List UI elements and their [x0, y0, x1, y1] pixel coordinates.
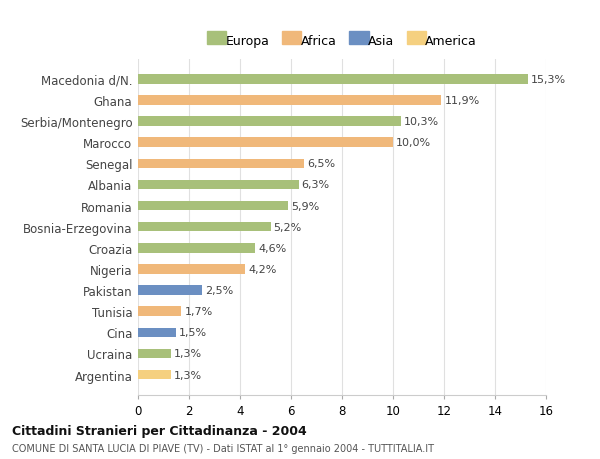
Bar: [138, 328, 176, 337]
Bar: [138, 96, 442, 106]
Bar: [138, 117, 401, 127]
Bar: [138, 180, 299, 190]
Bar: [138, 202, 289, 211]
Bar: [138, 223, 271, 232]
Text: Cittadini Stranieri per Cittadinanza - 2004: Cittadini Stranieri per Cittadinanza - 2…: [12, 424, 307, 437]
Text: 10,3%: 10,3%: [404, 117, 439, 127]
Text: COMUNE DI SANTA LUCIA DI PIAVE (TV) - Dati ISTAT al 1° gennaio 2004 - TUTTITALIA: COMUNE DI SANTA LUCIA DI PIAVE (TV) - Da…: [12, 443, 434, 453]
Bar: [138, 159, 304, 169]
Bar: [138, 75, 528, 84]
Text: 5,2%: 5,2%: [274, 222, 302, 232]
Text: 2,5%: 2,5%: [205, 285, 233, 296]
Text: 6,3%: 6,3%: [302, 180, 330, 190]
Text: 6,5%: 6,5%: [307, 159, 335, 169]
Text: 1,7%: 1,7%: [184, 307, 212, 317]
Text: 4,6%: 4,6%: [259, 243, 287, 253]
Bar: [138, 370, 171, 380]
Bar: [138, 244, 256, 253]
Bar: [138, 138, 393, 148]
Bar: [138, 285, 202, 295]
Text: 11,9%: 11,9%: [445, 96, 480, 106]
Text: 15,3%: 15,3%: [531, 75, 566, 84]
Text: 1,3%: 1,3%: [174, 349, 202, 358]
Text: 10,0%: 10,0%: [396, 138, 431, 148]
Bar: [138, 265, 245, 274]
Text: 1,5%: 1,5%: [179, 328, 208, 338]
Bar: [138, 307, 181, 316]
Text: 1,3%: 1,3%: [174, 370, 202, 380]
Bar: [138, 349, 171, 358]
Legend: Europa, Africa, Asia, America: Europa, Africa, Asia, America: [205, 33, 479, 50]
Text: 5,9%: 5,9%: [292, 201, 320, 211]
Text: 4,2%: 4,2%: [248, 264, 277, 274]
